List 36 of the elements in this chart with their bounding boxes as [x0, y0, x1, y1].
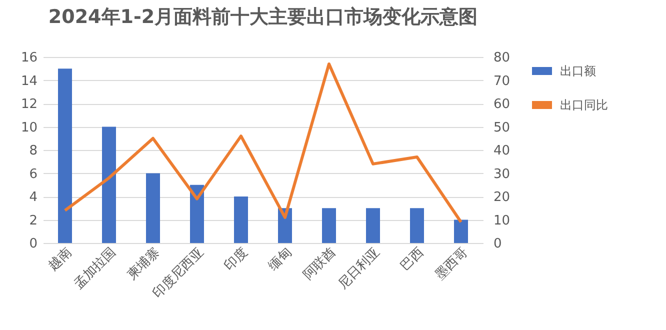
x-tick-label: 印度 — [221, 244, 251, 274]
y-tick-label: 14 — [20, 74, 38, 89]
x-tick-label: 缅甸 — [266, 244, 295, 274]
y-tick-label: 2 — [29, 213, 38, 228]
y-tick-label: 8 — [29, 144, 38, 158]
y2-tick-label: 0 — [494, 236, 502, 252]
bar — [58, 68, 72, 243]
line-series — [64, 62, 462, 224]
y2-tick-label: 10 — [494, 213, 510, 228]
chart-title: 2024年1-2月面料前十大主要出口市场变化示意图 — [48, 6, 478, 28]
y-tick-label: 16 — [20, 50, 38, 66]
y-tick-label: 12 — [20, 97, 38, 112]
bar — [234, 196, 248, 243]
bar — [454, 220, 468, 243]
y2-tick-label: 50 — [494, 120, 510, 136]
bar — [146, 173, 160, 243]
bar — [410, 208, 424, 243]
bar — [366, 208, 380, 243]
y2-tick-label: 80 — [494, 50, 510, 66]
x-tick-label: 柬埔寨 — [124, 244, 163, 283]
legend-label: 出口额 — [560, 64, 596, 78]
y2-tick-label: 20 — [494, 190, 510, 205]
bar — [102, 126, 116, 243]
y2-tick-label: 30 — [494, 166, 510, 182]
y-tick-label: 10 — [20, 120, 38, 136]
x-tick-label: 墨西哥 — [432, 244, 471, 283]
y2-tick-label: 70 — [494, 74, 510, 89]
bar — [190, 184, 204, 243]
bar — [322, 208, 336, 243]
legend-label: 出口同比 — [560, 98, 608, 112]
y-tick-label: 6 — [29, 166, 38, 182]
y-tick-label: 4 — [29, 190, 38, 205]
y2-tick-label: 60 — [494, 97, 510, 112]
y2-tick-label: 40 — [494, 144, 510, 158]
y-tick-label: 0 — [29, 236, 38, 252]
x-tick-label: 巴西 — [398, 244, 427, 274]
